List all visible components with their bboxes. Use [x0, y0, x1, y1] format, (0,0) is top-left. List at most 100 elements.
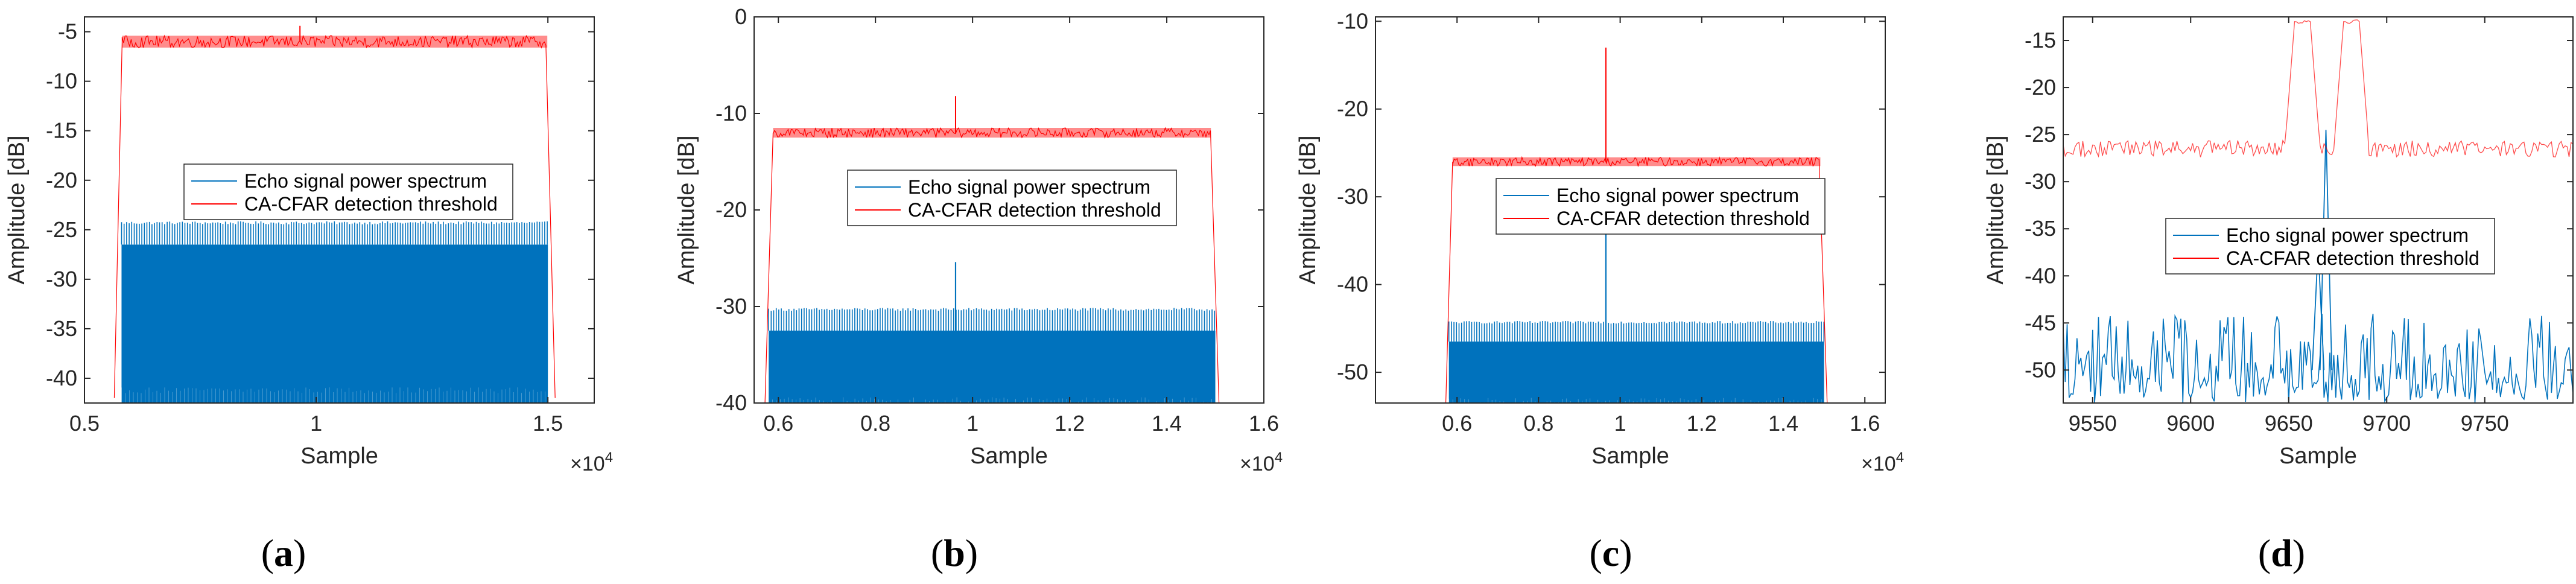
- threshold-series: [2063, 19, 2573, 158]
- y-tick-label: -10: [715, 101, 747, 125]
- x-tick-label: 1.4: [1152, 411, 1182, 436]
- legend-entry: Echo signal power spectrum: [2226, 224, 2469, 246]
- panel-b: -40 -30 -20 -10 0 0.6 0.8 1 1.2 1.4 1.6 Sample Ampli…: [674, 4, 1283, 574]
- y-tick-label: -15: [46, 118, 77, 143]
- x-tick-label: 9600: [2166, 411, 2215, 436]
- panel-label-letter: a: [274, 532, 293, 574]
- echo-spikes: [121, 221, 548, 245]
- panel-label-close: ): [965, 532, 978, 574]
- legend-box: [2165, 218, 2495, 275]
- plot-series: [113, 25, 556, 403]
- legend-entry: Echo signal power spectrum: [1556, 185, 1799, 206]
- panel-label-letter: b: [944, 532, 965, 574]
- x-tick-label: 1.2: [1687, 411, 1717, 436]
- panel-c: -50 -40 -30 -20 -10 0.6 0.8 1 1.2 1.4 1.6 Sample Amp…: [1295, 8, 1904, 574]
- threshold-band: [122, 36, 548, 48]
- panel-label-close: ): [2292, 532, 2305, 574]
- y-tick-label: -50: [1337, 360, 1368, 384]
- x-multiplier: ×104: [570, 449, 613, 475]
- x-tick-label: 0.8: [860, 411, 890, 436]
- echo-zoom-peak-0: [2319, 130, 2333, 370]
- x-multiplier-exponent: 4: [1275, 449, 1283, 466]
- threshold-line: [1445, 156, 1828, 403]
- y-tick-label: -45: [2025, 310, 2056, 335]
- threshold-line: [113, 34, 556, 398]
- echo-floor-texture: [121, 387, 545, 403]
- x-multiplier: ×104: [1240, 449, 1283, 475]
- y-tick-label: -40: [2025, 263, 2056, 288]
- echo-series: [768, 262, 1216, 403]
- y-tick-label: -30: [715, 294, 747, 319]
- panel-label-open: (: [931, 532, 944, 574]
- legend-entry: CA-CFAR detection threshold: [244, 193, 498, 215]
- x-tick-label: 1: [310, 411, 322, 436]
- plot-series: [1445, 47, 1828, 403]
- y-tick-label: -25: [2025, 122, 2056, 147]
- echo-zoom-line: [2063, 313, 2573, 403]
- x-multiplier-exponent: 4: [605, 449, 613, 466]
- panel-label: (d): [2258, 532, 2305, 574]
- x-axis-label: Sample: [970, 443, 1048, 469]
- threshold-zoom-line: [2063, 19, 2573, 158]
- axes-box: [1375, 16, 1886, 404]
- panel-label-open: (: [1589, 532, 1602, 574]
- y-tick-label: -30: [46, 267, 77, 291]
- threshold-series: [764, 96, 1220, 403]
- panel-label: (a): [261, 532, 306, 574]
- echo-spikes: [768, 308, 1216, 331]
- y-tick-label: -10: [46, 69, 77, 94]
- y-tick-label: -5: [58, 19, 77, 44]
- panel-a: -40 -35 -30 -25 -20 -15 -10 -5 0.5 1 1.5 Sample Ampl…: [4, 16, 613, 574]
- y-tick-label: 0: [735, 4, 747, 29]
- x-tick-label: 9650: [2265, 411, 2313, 436]
- legend-box: [183, 163, 513, 220]
- x-tick-label: 1.6: [1249, 411, 1279, 436]
- panel-label-close: ): [1619, 532, 1632, 574]
- y-axis-label: Amplitude [dB]: [1295, 135, 1321, 284]
- y-tick-label: -30: [1337, 184, 1368, 209]
- x-multiplier-exponent: 4: [1896, 449, 1904, 466]
- y-tick-label: -40: [715, 390, 747, 415]
- panel-label-close: ): [293, 532, 306, 574]
- x-tick-label: 0.6: [1442, 411, 1472, 436]
- legend-entry: CA-CFAR detection threshold: [908, 199, 1161, 221]
- panel-label-open: (: [2258, 532, 2271, 574]
- x-tick-label: 0.8: [1523, 411, 1553, 436]
- legend-entry: Echo signal power spectrum: [244, 170, 487, 192]
- x-tick-label: 1.4: [1768, 411, 1798, 436]
- y-tick-label: -40: [1337, 272, 1368, 297]
- panel-label: (c): [1589, 532, 1632, 574]
- plot-series: [764, 96, 1220, 403]
- x-tick-label: 0.6: [763, 411, 793, 436]
- legend-entry: Echo signal power spectrum: [908, 176, 1150, 198]
- x-tick-label: 1.2: [1055, 411, 1085, 436]
- y-tick-label: -20: [1337, 97, 1368, 121]
- y-tick-label: -20: [46, 168, 77, 192]
- x-tick-label: 0.5: [69, 411, 100, 436]
- legend-entry: CA-CFAR detection threshold: [2226, 247, 2479, 269]
- x-multiplier: ×104: [1861, 449, 1904, 475]
- y-tick-label: -50: [2025, 357, 2056, 382]
- x-axis-label: Sample: [1591, 443, 1669, 469]
- x-tick-label: 9750: [2461, 411, 2509, 436]
- y-axis-label: Amplitude [dB]: [674, 135, 699, 284]
- axes-box: [84, 16, 595, 404]
- threshold-band: [1452, 157, 1821, 167]
- panel-label-letter: d: [2271, 532, 2292, 574]
- x-axis-label: Sample: [300, 443, 378, 469]
- y-tick-label: -10: [1337, 8, 1368, 33]
- x-tick-label: 1.6: [1850, 411, 1880, 436]
- plot-area: [2063, 17, 2573, 403]
- x-tick-label: 1.5: [533, 411, 563, 436]
- y-tick-label: -40: [46, 366, 77, 390]
- y-tick-label: -15: [2025, 28, 2056, 52]
- y-tick-label: -30: [2025, 169, 2056, 194]
- panel-label: (b): [931, 532, 978, 574]
- x-tick-label: 9550: [2069, 411, 2117, 436]
- x-axis-label: Sample: [2279, 443, 2357, 469]
- y-tick-label: -25: [46, 217, 77, 242]
